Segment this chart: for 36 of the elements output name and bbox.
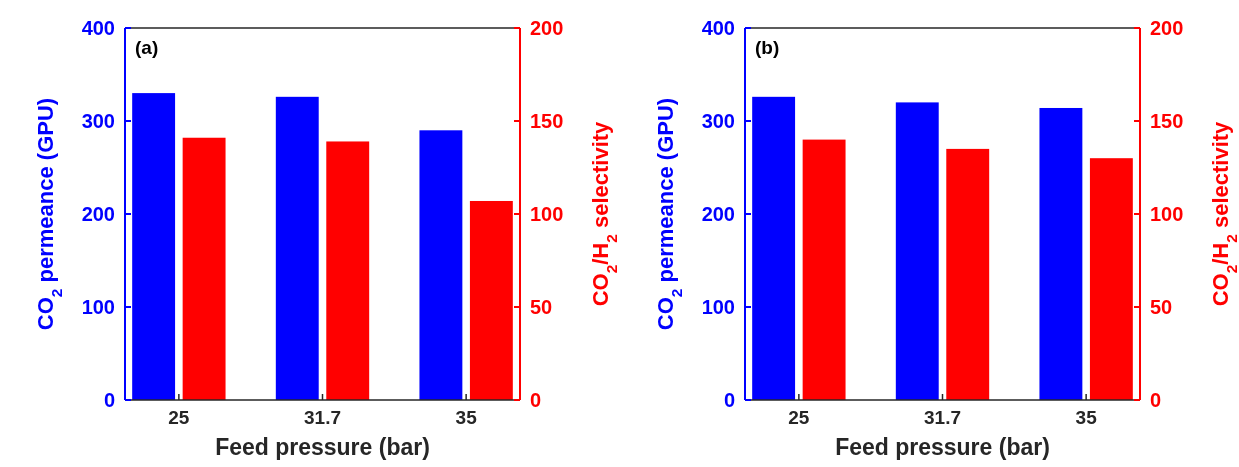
y-tick-label: 100 (701, 296, 735, 318)
y-tick-label: 200 (701, 203, 735, 225)
y-tick-label: 100 (81, 296, 115, 318)
annotation: (b) (754, 37, 779, 58)
y2-tick-label: 0 (1149, 389, 1161, 411)
x-tick-label: 35 (1075, 407, 1097, 428)
bar (275, 96, 319, 400)
y2-tick-label: 200 (530, 17, 564, 39)
bar (419, 130, 463, 400)
bar (326, 141, 370, 400)
bar (1038, 107, 1082, 400)
y2-tick-label: 100 (1149, 203, 1183, 225)
y-tick-label: 400 (701, 17, 735, 39)
y-tick-label: 400 (81, 17, 115, 39)
y2-tick-label: 50 (1149, 296, 1172, 318)
y2-tick-label: 100 (530, 203, 564, 225)
x-tick-label: 25 (168, 407, 190, 428)
y2-tick-label: 0 (530, 389, 542, 411)
y-tick-label: 300 (81, 110, 115, 132)
x-tick-label: 25 (787, 407, 810, 428)
y-tick-label: 300 (701, 110, 735, 132)
y-tick-label: 200 (81, 203, 115, 225)
bar (182, 137, 226, 400)
x-axis-title: Feed pressure (bar) (215, 434, 430, 460)
y2-tick-label: 200 (1149, 17, 1183, 39)
bar (895, 102, 939, 400)
y2-tick-label: 50 (530, 296, 553, 318)
x-tick-label: 35 (455, 407, 478, 428)
y2-tick-label: 150 (530, 110, 564, 132)
x-tick-label: 31.7 (923, 407, 961, 428)
y-tick-label: 0 (723, 389, 735, 411)
annotation: (a) (135, 37, 159, 58)
y-tick-label: 0 (103, 389, 115, 411)
y2-tick-label: 150 (1149, 110, 1183, 132)
x-tick-label: 31.7 (304, 407, 341, 428)
x-axis-title: Feed pressure (bar) (834, 434, 1050, 460)
